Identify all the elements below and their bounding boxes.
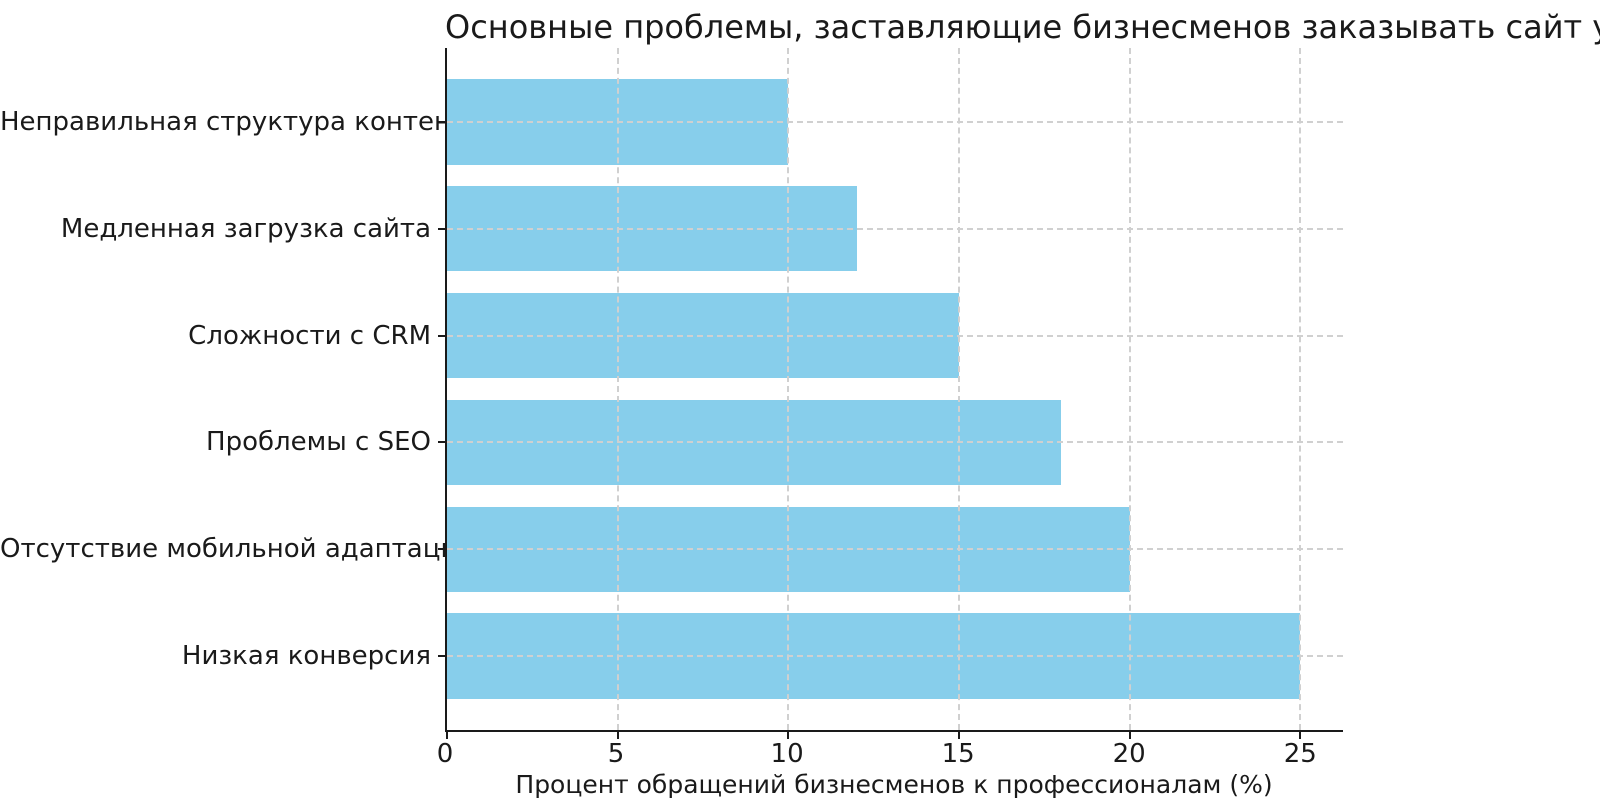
y-category-label: Отсутствие мобильной адаптации [0,534,475,565]
y-category-label: Медленная загрузка сайта [60,213,431,244]
v-gridline [957,48,960,730]
h-gridline [447,120,1343,123]
x-tick-mark [957,730,960,739]
y-axis-labels: Неправильная структура контента Медленная… [0,48,483,732]
x-tick-label: 15 [941,739,975,769]
v-gridline [787,48,790,730]
x-tick-label: 0 [436,739,454,769]
plot-area [438,48,1343,739]
y-tick-mark [438,655,447,658]
x-tick-mark [616,730,619,739]
x-tick-label: 10 [770,739,804,769]
x-tick-label: 25 [1283,739,1317,769]
y-tick-mark [438,548,447,551]
y-tick-mark [438,441,447,444]
y-category-label: Неправильная структура контента [0,106,483,137]
y-tick-mark [438,120,447,123]
y-category-label: Сложности с CRM [188,320,431,351]
y-category-label: Низкая конверсия [181,641,431,672]
h-gridline [447,441,1343,444]
x-axis-label: Процент обращений бизнесменов к професси… [515,770,1273,799]
v-gridline [1299,48,1302,730]
v-gridline [1128,48,1131,730]
x-tick-mark [446,730,448,739]
y-tick-mark [438,334,447,337]
h-gridline [447,655,1343,658]
x-tick-label: 5 [607,739,625,769]
x-tick-mark [787,730,790,739]
x-tick-mark [1299,730,1302,739]
h-gridline [447,548,1343,551]
h-gridline [447,334,1343,337]
h-gridline [447,227,1343,230]
y-category-label: Проблемы с SEO [206,427,431,458]
x-tick-label: 20 [1112,739,1146,769]
x-axis-tick-labels: 0 5 10 15 20 25 [437,739,1343,771]
x-tick-mark [1128,730,1131,739]
y-tick-mark [438,227,447,230]
chart-title: Основные проблемы, заставляющие бизнесме… [445,8,1600,46]
v-gridline [616,48,619,730]
